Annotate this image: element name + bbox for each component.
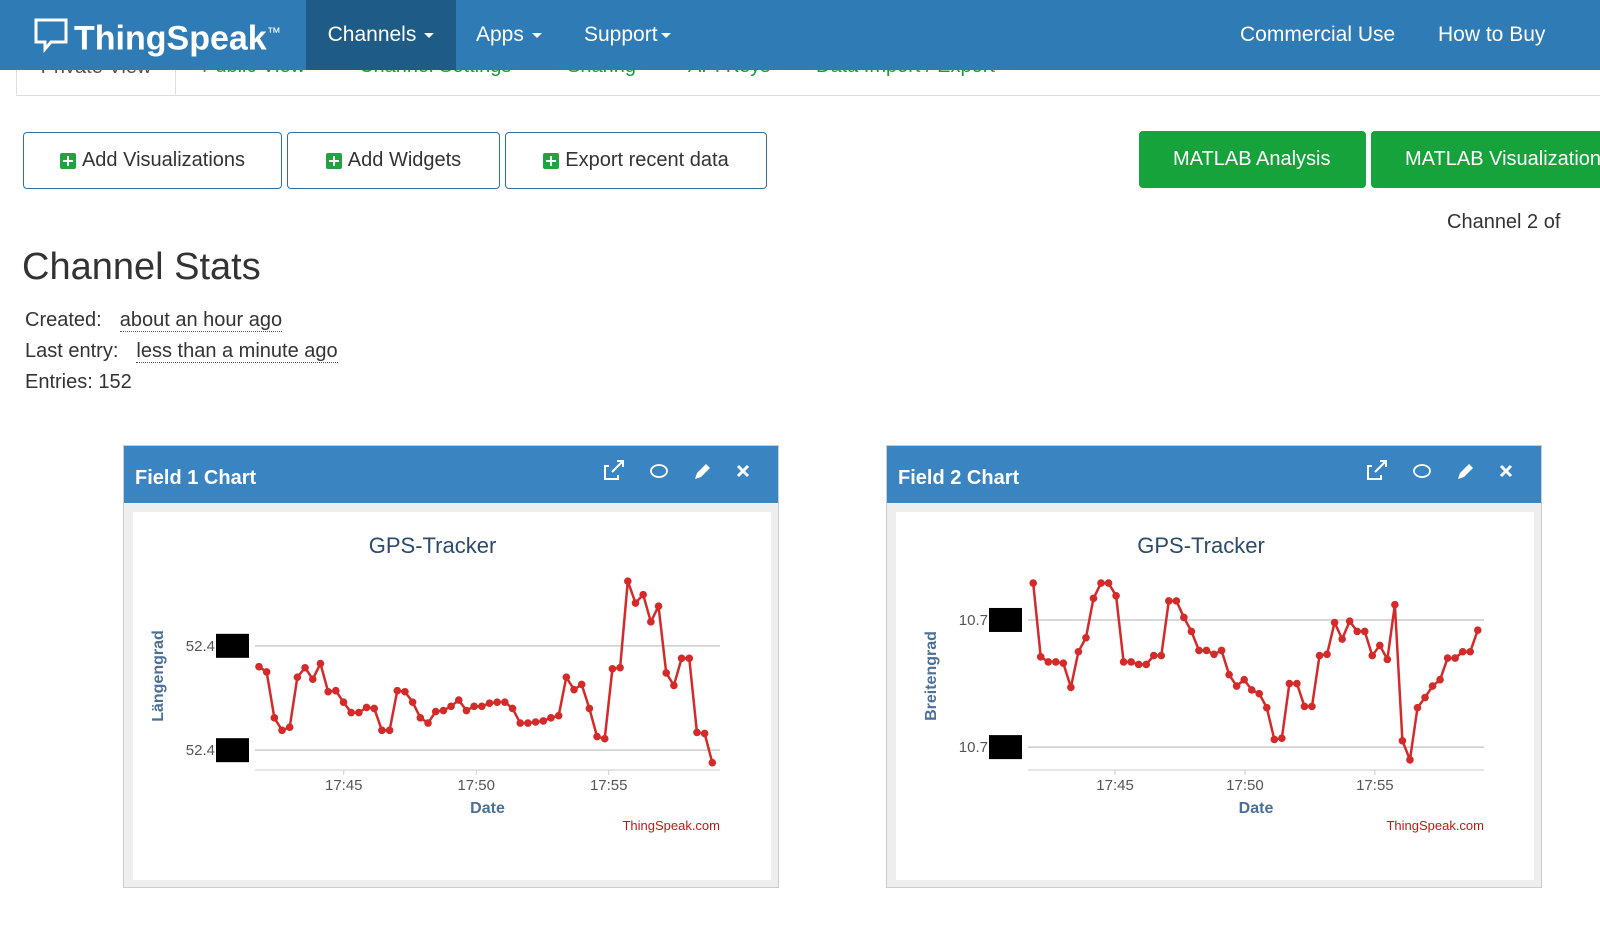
- button[interactable]: Export recent data: [505, 132, 767, 189]
- nav-item[interactable]: Support: [584, 0, 671, 70]
- button[interactable]: MATLAB Visualizations: [1371, 131, 1600, 188]
- trademark: ™: [266, 24, 281, 40]
- panel-body: [133, 512, 771, 880]
- section-title: Channel Stats: [22, 246, 261, 288]
- button-text: Add Visualizations: [81, 149, 246, 171]
- nav-text: Channels: [327, 23, 417, 46]
- channel-nav: Channel 2 of: [1447, 211, 1561, 233]
- button[interactable]: MATLAB Analysis: [1139, 131, 1366, 188]
- button[interactable]: Add Widgets: [287, 132, 500, 189]
- nav-text: Support: [584, 23, 658, 46]
- stat-label: Entries:: [25, 371, 93, 393]
- nav-item[interactable]: Channels: [306, 0, 456, 70]
- button-text: Add Widgets: [347, 149, 462, 171]
- chart-panel: Field 1 Chart: [123, 445, 779, 888]
- navbar: ThingSpeak™ Channels Apps Support Commer…: [0, 0, 1600, 70]
- stat-row: Entries: 152: [25, 371, 132, 394]
- panel-header: Field 2 Chart: [887, 446, 1541, 503]
- stat-row: Created: about an hour ago: [25, 309, 283, 332]
- stat-value: less than a minute ago: [136, 340, 338, 363]
- brand-text: ThingSpeak: [74, 19, 267, 58]
- nav-item[interactable]: Commercial Use: [1240, 23, 1396, 46]
- stat-label: Created:: [25, 309, 102, 331]
- brand[interactable]: ThingSpeak™: [74, 0, 281, 64]
- logo-icon: [34, 18, 68, 53]
- stat-label: Last entry:: [25, 340, 119, 362]
- nav-item[interactable]: How to Buy: [1438, 23, 1546, 46]
- stat-value: 152: [98, 371, 132, 393]
- button-text: Export recent data: [565, 149, 729, 171]
- panel-header: Field 1 Chart: [124, 446, 778, 503]
- stat-value: about an hour ago: [119, 309, 283, 332]
- nav-text: Apps: [476, 23, 524, 46]
- panel-body: [896, 512, 1534, 880]
- chart-panel: Field 2 Chart: [886, 445, 1542, 888]
- button[interactable]: Add Visualizations: [23, 132, 282, 189]
- stat-row: Last entry: less than a minute ago: [25, 340, 338, 363]
- nav-item[interactable]: Apps: [476, 0, 542, 70]
